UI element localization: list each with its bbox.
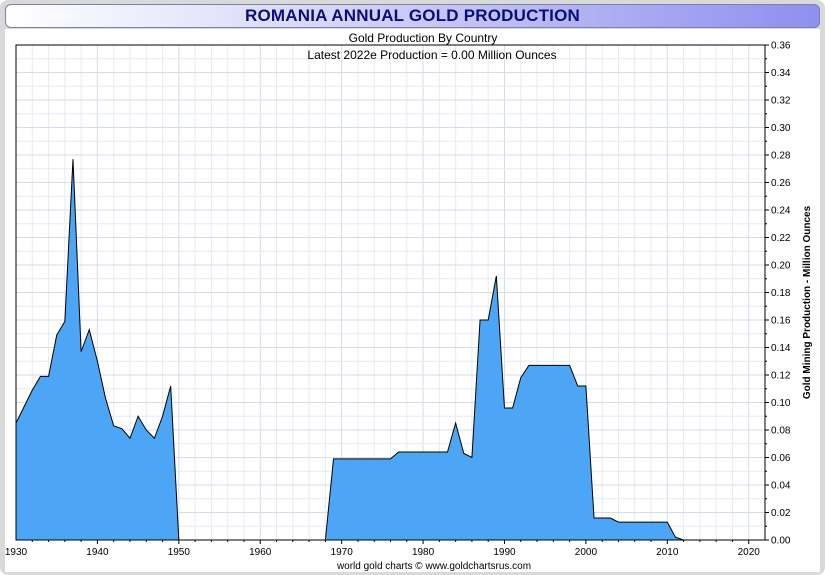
title-bar: ROMANIA ANNUAL GOLD PRODUCTION	[5, 4, 820, 28]
x-tick-label: 1980	[412, 547, 435, 558]
y-tick-label: 0.08	[771, 426, 791, 437]
chart-subtitle: Gold Production By Country	[349, 31, 498, 45]
y-tick-label: 0.28	[771, 151, 791, 162]
area-layer	[15, 159, 765, 541]
x-tick-label: 2010	[656, 547, 679, 558]
y-tick-label: 0.30	[771, 123, 791, 134]
y-axis: 0.00 0.02 0.04 0.06 0.08 0.10 0.12 0.14 0.16 0.18…	[765, 41, 791, 547]
y-tick-label: 0.34	[771, 68, 791, 79]
y-axis-label: Gold Mining Production - Million Ounces	[802, 205, 813, 399]
x-tick-label: 1990	[493, 547, 516, 558]
y-tick-label: 0.06	[771, 453, 791, 464]
x-tick-label: 1930	[5, 547, 28, 558]
y-tick-label: 0.00	[771, 536, 791, 547]
x-tick-label: 1950	[168, 547, 191, 558]
production-line	[15, 159, 765, 541]
y-tick-label: 0.22	[771, 233, 791, 244]
chart-title: ROMANIA ANNUAL GOLD PRODUCTION	[245, 6, 580, 25]
y-tick-label: 0.24	[771, 206, 791, 217]
x-tick-label: 2020	[738, 547, 761, 558]
y-tick-label: 0.14	[771, 343, 791, 354]
production-area	[16, 159, 765, 540]
y-tick-label: 0.18	[771, 288, 791, 299]
x-tick-label: 2000	[575, 547, 598, 558]
x-axis: 1930 1940 1950 1960 1970 1980 1990 2000 2010 2020	[5, 540, 760, 558]
x-tick-label: 1970	[331, 547, 354, 558]
y-tick-label: 0.32	[771, 96, 791, 107]
x-tick-label: 1960	[249, 547, 272, 558]
latest-production-note: Latest 2022e Production = 0.00 Million O…	[307, 48, 556, 62]
credit-text: world gold charts © www.goldchartsrus.co…	[336, 561, 531, 572]
y-tick-label: 0.36	[771, 41, 791, 52]
x-tick-label: 1940	[86, 547, 109, 558]
y-tick-label: 0.12	[771, 371, 791, 382]
y-tick-label: 0.04	[771, 481, 791, 492]
y-tick-label: 0.02	[771, 508, 791, 519]
y-tick-label: 0.26	[771, 178, 791, 189]
y-tick-label: 0.10	[771, 398, 791, 409]
y-tick-label: 0.20	[771, 261, 791, 272]
y-tick-label: 0.16	[771, 316, 791, 327]
